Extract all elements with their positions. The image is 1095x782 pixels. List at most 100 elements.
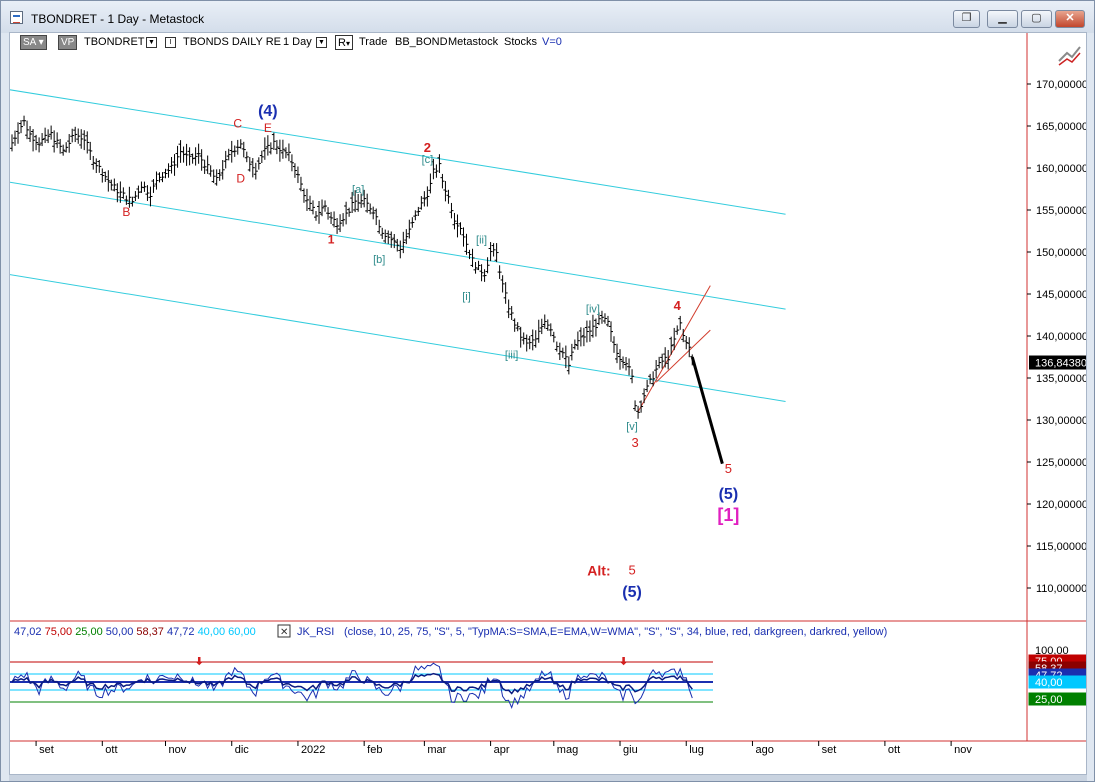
ohlc-bar — [590, 314, 595, 338]
ohlc-bar — [344, 201, 349, 225]
ohlc-bar — [584, 320, 589, 343]
price-tick-label: 145,00000 — [1036, 289, 1086, 301]
ohlc-bar — [274, 140, 279, 155]
ohlc-bar — [199, 149, 204, 171]
ohlc-bar — [410, 217, 415, 228]
ohlc-bar — [518, 326, 523, 348]
indicator-value: 50,00 — [106, 626, 137, 638]
ohlc-bar — [575, 331, 580, 350]
ohlc-bar — [22, 115, 27, 126]
ohlc-bar — [506, 299, 511, 319]
ohlc-bar — [362, 189, 367, 208]
sa-badge[interactable]: SA ▾ — [20, 35, 47, 50]
ohlc-bar — [368, 203, 373, 215]
ohlc-bar — [615, 343, 620, 364]
ohlc-bar — [404, 229, 409, 245]
indicator-axis-label: 100,00 — [1035, 645, 1069, 657]
ohlc-bar — [241, 141, 246, 158]
periodicity-dropdown[interactable]: ▼ — [316, 35, 327, 50]
ohlc-bar — [151, 179, 156, 193]
ohlc-bar — [431, 158, 436, 180]
ohlc-bar — [67, 134, 72, 153]
ohlc-bar — [539, 318, 544, 335]
price-tick-label: 130,00000 — [1036, 415, 1086, 427]
price-chart[interactable]: (4) C E D B 2[c] [a] 1 [b] [ii] [i] [iv] 4 [iii] [v] 3 5… — [10, 33, 1086, 774]
restore-down-button[interactable]: ❐ — [953, 10, 980, 28]
indicator-params: (close, 10, 25, 75, "S", 5, "TypMA:S=SMA… — [344, 626, 887, 638]
ohlc-bar — [118, 181, 123, 203]
maximize-icon: ▢ — [1031, 12, 1042, 24]
ohlc-bar — [91, 155, 96, 170]
ohlc-bar — [416, 206, 421, 216]
ohlc-bar — [250, 158, 255, 178]
close-button[interactable]: ✕ — [1055, 10, 1085, 28]
ohlc-bar — [341, 213, 346, 227]
last-price-box — [1029, 355, 1086, 370]
ohlc-bar — [449, 202, 454, 219]
ohlc-bar — [687, 337, 692, 358]
ohlc-bar — [160, 172, 165, 183]
ohlc-bar — [491, 243, 496, 257]
ohlc-bar — [280, 139, 285, 159]
symbol-dropdown[interactable]: ▼ — [146, 35, 157, 50]
ohlc-bar — [530, 329, 535, 351]
ohlc-bar — [202, 159, 207, 174]
ohlc-bar — [85, 131, 90, 154]
ohlc-bar — [31, 129, 36, 152]
ohlc-bar — [295, 166, 300, 184]
ohlc-bar — [55, 132, 60, 149]
trend-icon[interactable] — [1058, 46, 1081, 66]
ohlc-bar — [10, 134, 14, 152]
ohlc-bar — [157, 172, 162, 183]
ohlc-bar — [551, 331, 556, 343]
ohlc-bar — [211, 169, 216, 183]
ohlc-bar — [187, 147, 192, 166]
wave-label: 3 — [631, 435, 638, 450]
vp-badge[interactable]: VP — [58, 35, 78, 50]
ohlc-bar — [286, 143, 291, 162]
ohlc-bar — [353, 190, 358, 213]
ohlc-bar — [651, 371, 656, 387]
ohlc-bar — [569, 343, 574, 361]
price-tick-label: 110,00000 — [1036, 583, 1086, 595]
time-tick-label: ott — [105, 744, 117, 756]
ohlc-bar — [49, 125, 54, 140]
ohlc-bar — [127, 186, 132, 208]
ohlc-bar — [82, 130, 87, 151]
chart-area[interactable]: SA ▾ VP TBONDRET ▼ I TBONDS DAILY RE 1 D… — [9, 32, 1087, 775]
time-tick-label: ott — [888, 744, 900, 756]
maximize-button[interactable]: ▢ — [1021, 10, 1052, 28]
price-tick-label: 140,00000 — [1036, 331, 1086, 343]
ohlc-bar — [259, 150, 264, 164]
minimize-button[interactable]: ▁ — [987, 10, 1018, 28]
ohlc-bar — [482, 269, 487, 282]
ohlc-bar — [103, 171, 108, 182]
info-icon: I — [165, 36, 176, 48]
v-label: V=0 — [542, 36, 562, 48]
security-info-button[interactable]: I — [165, 35, 176, 50]
ohlc-bar — [100, 168, 105, 183]
ohlc-bar — [663, 347, 668, 368]
chart-window-icon[interactable] — [10, 11, 23, 24]
ohlc-bar — [298, 176, 303, 192]
ohlc-bar — [238, 139, 243, 149]
price-tick-label: 170,00000 — [1036, 79, 1086, 91]
symbol-label: TBONDRET — [84, 36, 145, 48]
ohlc-bar — [304, 188, 309, 211]
ohlc-bar — [458, 222, 463, 235]
indicator-axis-label: 25,00 — [1035, 694, 1063, 706]
r-dropdown[interactable]: R▾ — [335, 35, 353, 50]
ohlc-bar — [359, 193, 364, 208]
ohlc-bar — [175, 145, 180, 168]
ohlc-bar — [581, 327, 586, 347]
chart-header: SA ▾ VP TBONDRET ▼ I TBONDS DAILY RE 1 D… — [10, 33, 1030, 53]
ohlc-bar — [232, 145, 237, 157]
ohlc-bar — [419, 196, 424, 210]
price-tick-label: 115,00000 — [1036, 541, 1086, 553]
ohlc-bar — [627, 358, 632, 376]
time-tick-label: nov — [954, 744, 972, 756]
ohlc-bar — [332, 211, 337, 228]
ohlc-bar — [566, 356, 571, 375]
title-bar[interactable]: TBONDRET - 1 Day - Metastock ❐ ▁ ▢ ✕ — [1, 1, 1094, 33]
ohlc-bar — [461, 227, 466, 247]
